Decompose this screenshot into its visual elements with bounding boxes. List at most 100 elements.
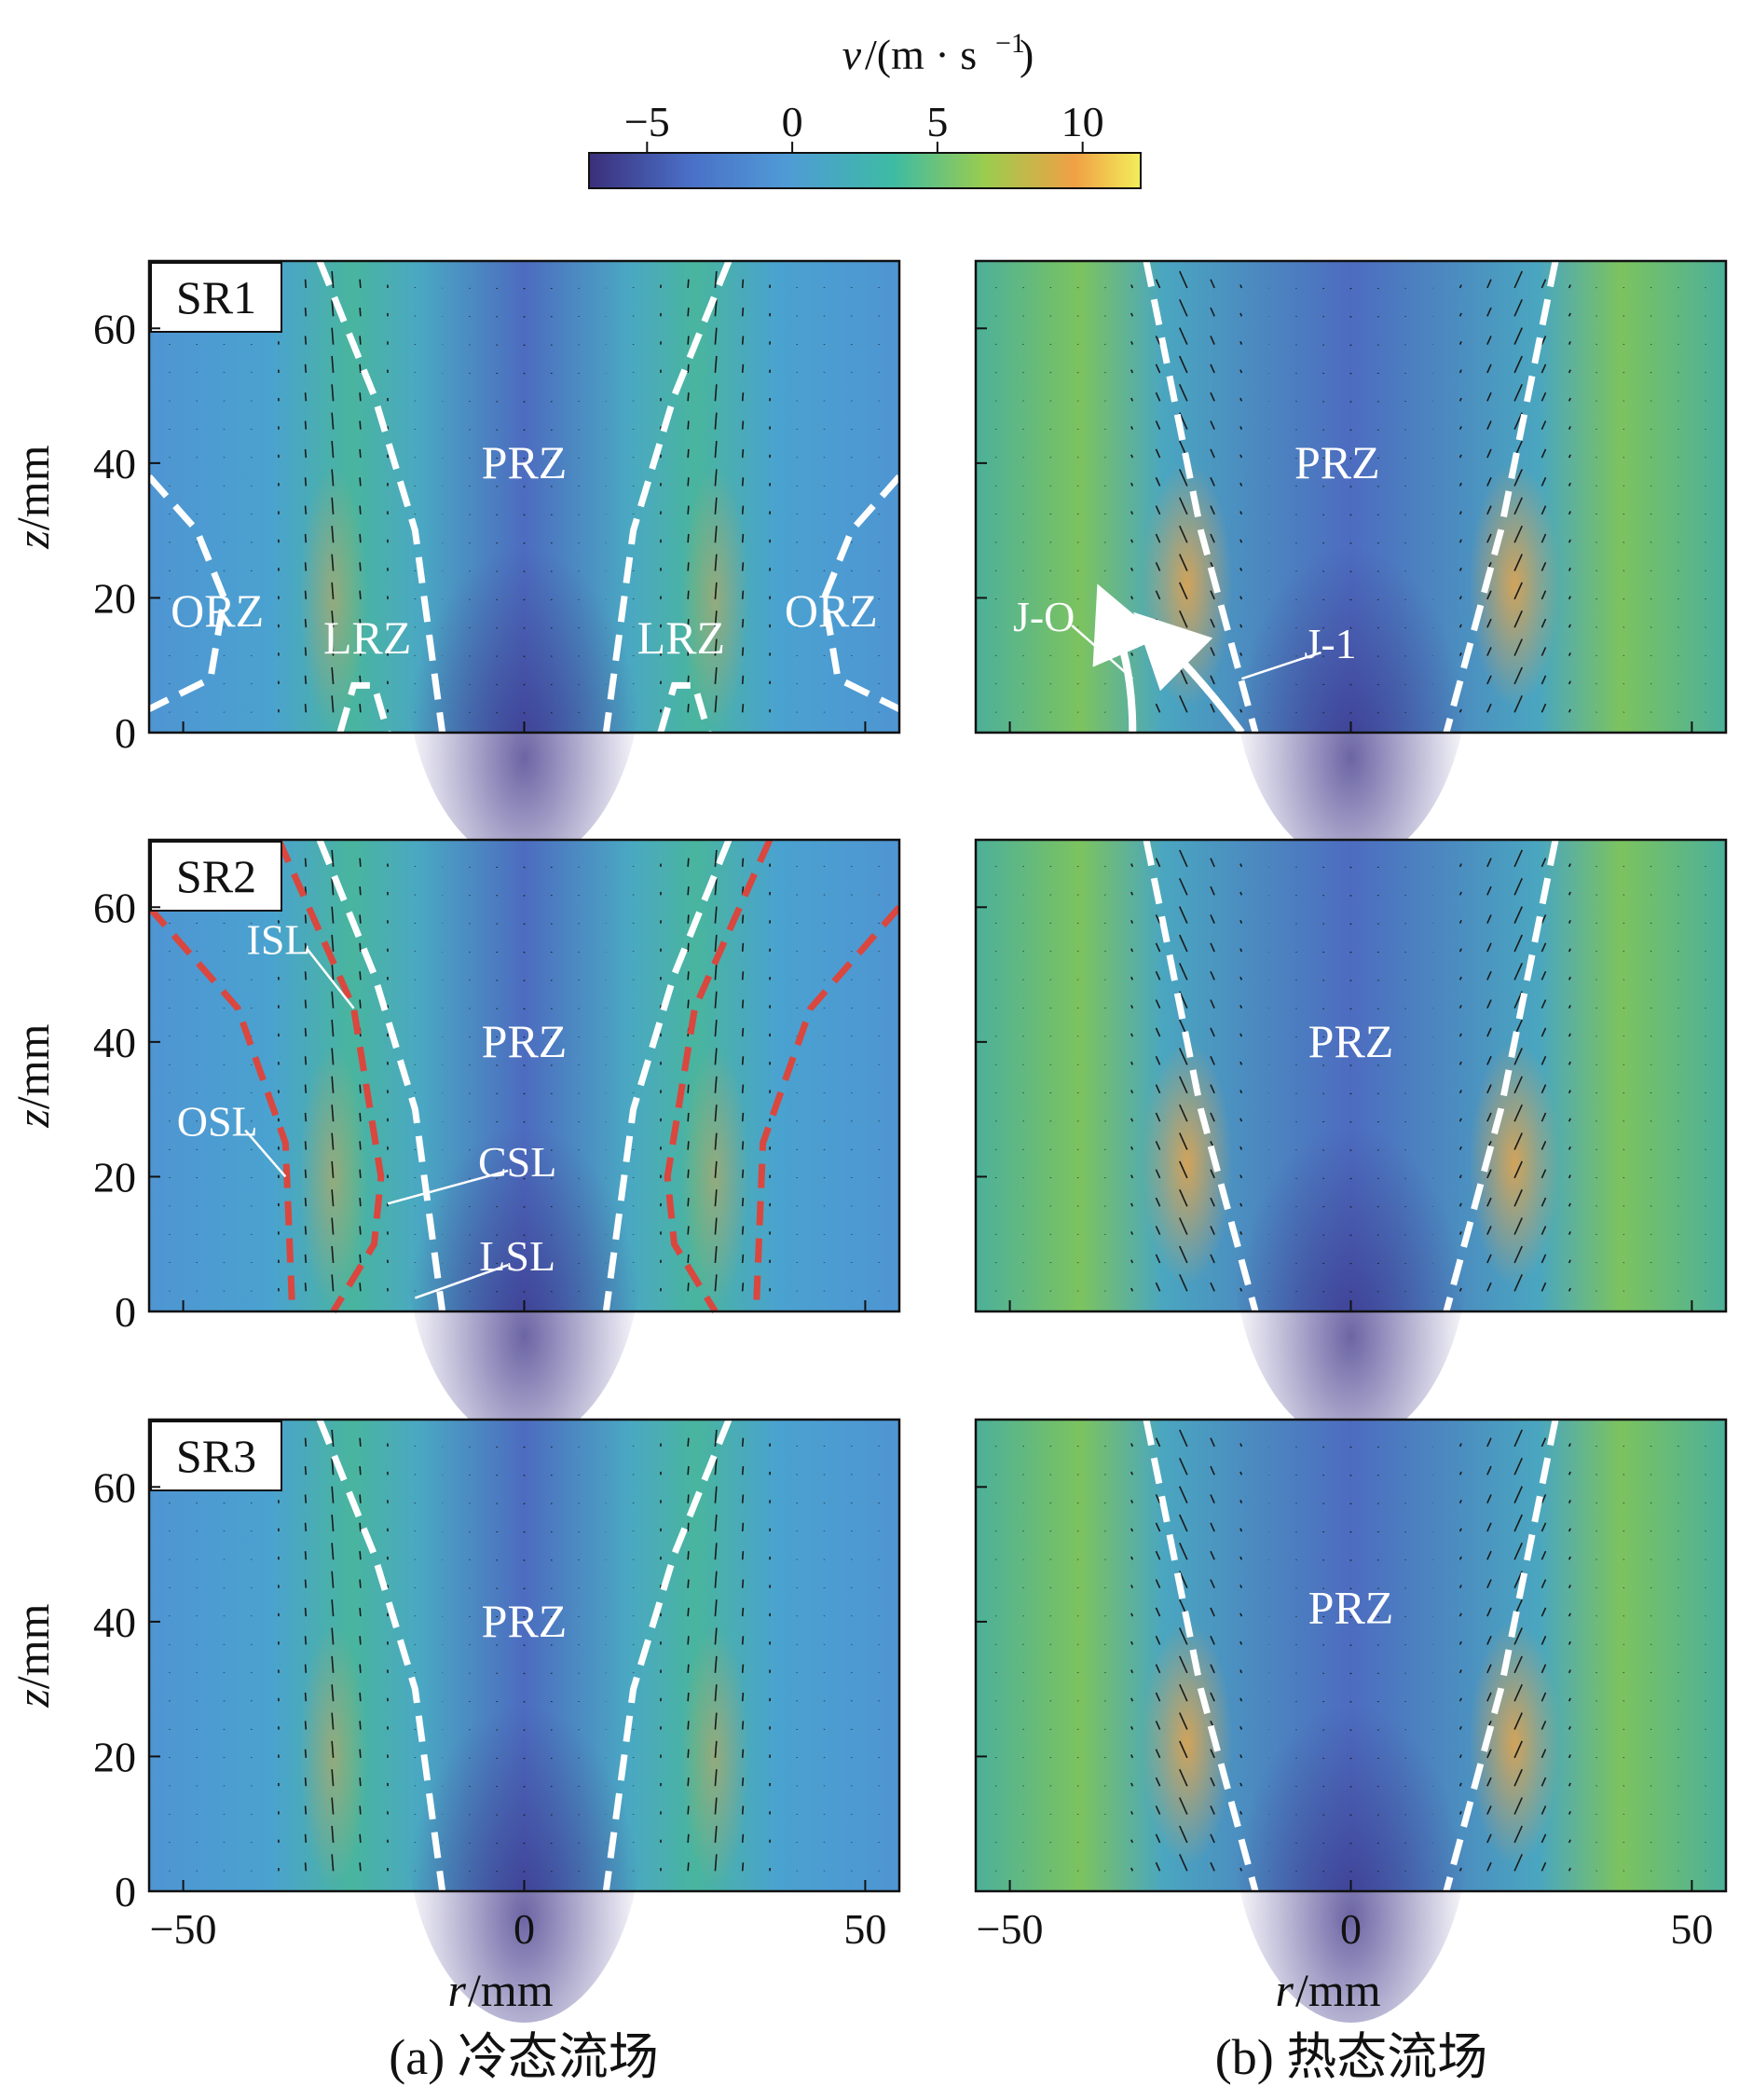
velocity-arrow xyxy=(304,914,308,924)
velocity-arrow xyxy=(331,270,335,288)
velocity-arrow xyxy=(741,477,745,487)
velocity-arrow xyxy=(1458,1202,1462,1207)
velocity-arrow xyxy=(1130,1613,1134,1617)
velocity-arrow xyxy=(714,526,718,543)
velocity-arrow xyxy=(714,1245,718,1264)
velocity-arrow xyxy=(1568,426,1571,431)
velocity-arrow xyxy=(1540,336,1547,345)
annotation-leader xyxy=(1241,651,1321,680)
velocity-arrow xyxy=(687,914,690,924)
quiver xyxy=(169,849,880,1293)
x-axis-label-var-a: r xyxy=(448,1964,467,2016)
velocity-arrow xyxy=(1210,1494,1215,1503)
velocity-arrow xyxy=(331,1825,335,1844)
velocity-arrow xyxy=(1210,1169,1215,1179)
zone-label: ORZ xyxy=(785,584,878,637)
velocity-arrow xyxy=(1130,426,1134,431)
velocity-arrow xyxy=(741,1777,745,1787)
velocity-arrow xyxy=(1458,1471,1462,1475)
velocity-arrow xyxy=(1210,279,1215,289)
velocity-arrow xyxy=(359,364,362,374)
velocity-arrow xyxy=(359,590,362,599)
velocity-arrow xyxy=(1210,1465,1215,1475)
velocity-arrow xyxy=(1458,340,1462,345)
series-label: SR2 xyxy=(176,850,256,902)
velocity-arrow xyxy=(741,675,745,685)
velocity-arrow xyxy=(1239,1585,1243,1589)
velocity-arrow xyxy=(1130,1499,1134,1503)
velocity-arrow xyxy=(1210,1055,1215,1065)
velocity-arrow xyxy=(714,906,718,924)
velocity-arrow xyxy=(714,1712,718,1730)
velocity-arrow xyxy=(1210,1437,1215,1448)
velocity-arrow xyxy=(1486,1664,1492,1674)
velocity-arrow xyxy=(1540,1522,1547,1532)
velocity-arrow xyxy=(1155,1494,1161,1503)
velocity-arrow xyxy=(304,1056,308,1065)
velocity-arrow xyxy=(304,942,308,953)
series-label-box xyxy=(150,1421,282,1491)
y-tick-label: 60 xyxy=(93,884,136,931)
velocity-arrow xyxy=(331,1655,335,1673)
velocity-arrow xyxy=(714,666,718,685)
velocity-arrow xyxy=(741,279,745,288)
zone-label: PRZ xyxy=(482,1015,568,1067)
velocity-arrow xyxy=(1210,391,1215,402)
velocity-arrow xyxy=(1179,355,1188,374)
velocity-arrow xyxy=(1513,1457,1523,1475)
velocity-arrow xyxy=(304,1833,308,1844)
velocity-arrow xyxy=(359,1833,362,1844)
zone-label: PRZ xyxy=(482,1595,568,1647)
panel-field xyxy=(976,260,1726,864)
x-tick-label: 0 xyxy=(1340,1905,1362,1953)
velocity-arrow xyxy=(1513,1160,1523,1179)
velocity-arrow xyxy=(714,1543,718,1560)
jet-hotspot xyxy=(1469,1620,1560,1866)
velocity-arrow xyxy=(1130,976,1134,981)
velocity-arrow xyxy=(1155,1805,1161,1815)
velocity-arrow xyxy=(1179,384,1188,402)
velocity-arrow xyxy=(1155,1437,1161,1448)
velocity-arrow xyxy=(1458,511,1462,515)
velocity-arrow xyxy=(1130,1061,1134,1065)
y-tick-label: 40 xyxy=(93,440,136,487)
velocity-arrow xyxy=(1540,1550,1547,1560)
velocity-arrow xyxy=(331,1105,335,1122)
velocity-arrow xyxy=(1486,914,1492,924)
velocity-arrow xyxy=(359,1607,362,1617)
velocity-arrow xyxy=(359,1692,362,1702)
velocity-arrow xyxy=(304,1522,308,1532)
velocity-arrow xyxy=(359,999,362,1009)
velocity-arrow xyxy=(331,355,335,374)
velocity-arrow xyxy=(331,1458,335,1475)
velocity-arrow xyxy=(1486,1254,1492,1264)
velocity-arrow xyxy=(687,1579,690,1588)
velocity-arrow xyxy=(1210,999,1215,1009)
velocity-arrow xyxy=(1458,1090,1462,1094)
velocity-arrow xyxy=(1568,948,1571,953)
velocity-arrow xyxy=(359,942,362,953)
velocity-arrow xyxy=(359,886,362,896)
series-label: SR1 xyxy=(176,271,256,323)
velocity-arrow xyxy=(1540,505,1547,515)
velocity-arrow xyxy=(1130,1174,1134,1179)
velocity-arrow xyxy=(359,1197,362,1207)
velocity-arrow xyxy=(331,1429,335,1447)
velocity-arrow xyxy=(1458,1585,1462,1589)
panel-field xyxy=(976,1419,1726,2023)
velocity-arrow xyxy=(359,562,362,571)
velocity-arrow xyxy=(741,1466,745,1475)
velocity-arrow xyxy=(1179,1217,1188,1235)
panel-SR2-cold: PRZ ISL OSL CSL LSL SR2 0 20 40 60 z/mm xyxy=(7,838,901,1443)
velocity-arrow xyxy=(687,999,690,1009)
panel-SR3-cold: PRZ SR3 0 20 40 60 −50 0 50 z/mm xyxy=(7,1418,901,2023)
velocity-arrow xyxy=(1458,976,1462,981)
velocity-arrow xyxy=(1130,1146,1134,1150)
velocity-arrow xyxy=(1155,1112,1161,1122)
velocity-arrow xyxy=(1568,1146,1571,1150)
velocity-arrow xyxy=(304,477,308,487)
velocity-arrow xyxy=(1568,1174,1571,1179)
y-axis-label: z/mm xyxy=(7,1023,59,1128)
velocity-arrow xyxy=(1130,511,1134,515)
velocity-arrow xyxy=(714,638,718,656)
